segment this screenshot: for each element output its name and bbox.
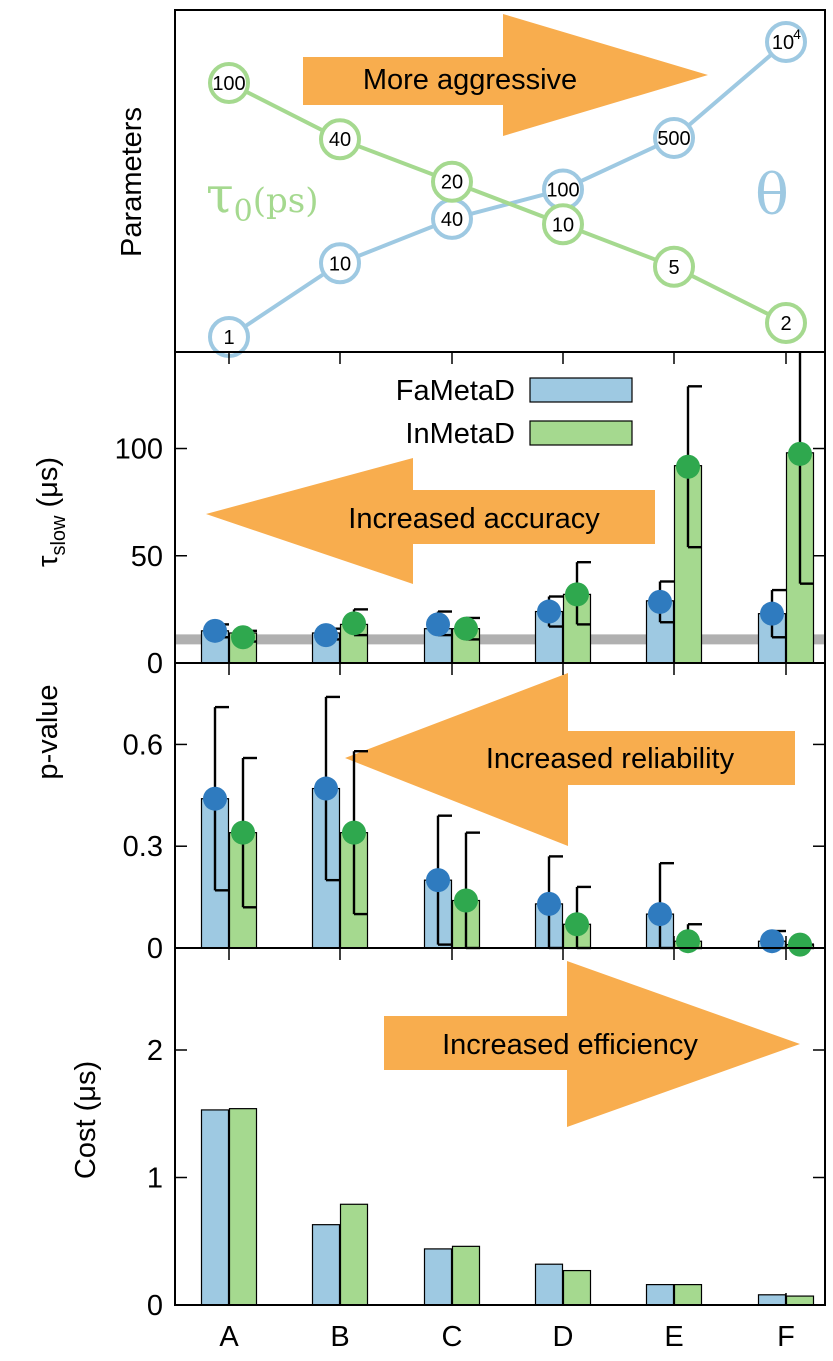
bar <box>451 1245 481 1306</box>
banner-text: More aggressive <box>363 64 577 96</box>
tau0-point-label: 40 <box>329 129 351 151</box>
tau0-series-label: τ0(ps) <box>206 166 319 229</box>
mean-point <box>426 868 450 893</box>
tau0-marker <box>431 160 473 203</box>
y-tick-label: 0 <box>147 1290 163 1322</box>
y-axis-label-unit: (μs) <box>32 457 64 508</box>
theta-marker <box>765 21 807 63</box>
legend-swatch <box>529 377 633 403</box>
mean-point <box>676 454 700 479</box>
tau0-marker <box>765 302 807 344</box>
theta-point-label: 1 <box>223 327 234 349</box>
mean-point <box>537 599 561 624</box>
bar <box>534 1263 564 1306</box>
bar <box>423 1248 453 1306</box>
y-tick-label: 1 <box>147 1163 163 1195</box>
y-axis-label: τslow (μs) <box>32 457 70 567</box>
banner-text: Increased accuracy <box>348 503 600 535</box>
banner-text: Increased efficiency <box>442 1029 698 1061</box>
y-axis-label: p-value <box>32 684 64 779</box>
mean-point <box>231 820 255 845</box>
bar <box>645 1283 675 1306</box>
increased-accuracy-arrow <box>206 458 655 584</box>
mean-point <box>537 891 561 916</box>
mean-point <box>565 582 589 607</box>
banner-text: Increased reliability <box>486 743 735 775</box>
mean-point <box>760 601 784 626</box>
bar <box>339 1203 369 1306</box>
bar <box>785 1295 815 1306</box>
y-tick-label: 2 <box>147 1035 163 1067</box>
arrow-layer: More aggressive Increased accuracy Increas… <box>206 14 800 1127</box>
y-axis-label: Parameters <box>116 107 148 257</box>
tau0-marker <box>319 118 361 161</box>
legend-label: FaMetaD <box>396 375 515 407</box>
bar <box>673 1283 703 1306</box>
bar <box>757 1294 787 1306</box>
mean-point <box>231 625 255 650</box>
more-aggressive-arrow <box>303 14 708 136</box>
tau0-point-label: 20 <box>441 172 463 194</box>
y-tick-label: 0 <box>147 933 163 965</box>
tau0-point-label: 10 <box>552 214 574 236</box>
plot-frame <box>174 9 826 1306</box>
y-tick-label: 0.6 <box>123 729 163 761</box>
x-tick-label: C <box>442 1321 463 1353</box>
mean-point <box>342 820 366 845</box>
x-tick-label: E <box>664 1321 683 1353</box>
theta-point-label: 10 <box>329 253 351 275</box>
mean-point <box>676 929 700 954</box>
theta-point-label: 10 <box>772 32 794 54</box>
y-axis-label: Cost (μs) <box>70 1061 102 1179</box>
tau0-point-label: 100 <box>212 73 245 95</box>
mean-point <box>314 776 338 801</box>
bar <box>311 1224 341 1306</box>
mean-point <box>788 932 812 957</box>
mean-point <box>314 623 338 648</box>
y-axis-label-main: τ <box>32 555 64 567</box>
tau0-marker <box>208 62 250 104</box>
tau0-marker <box>653 245 695 288</box>
mean-point <box>454 888 478 913</box>
y-tick-label: 50 <box>131 541 163 573</box>
y-tick-label: 100 <box>115 434 163 466</box>
tau0-point-label: 5 <box>668 257 679 279</box>
mean-point <box>788 441 812 466</box>
bar <box>228 1108 258 1306</box>
theta-point-label: 40 <box>441 209 463 231</box>
legend-label: InMetaD <box>405 418 515 450</box>
theta-marker <box>319 242 361 285</box>
legend-swatch <box>529 420 633 446</box>
mean-point <box>203 618 227 643</box>
mean-point <box>203 786 227 811</box>
theta-marker <box>653 116 695 159</box>
mean-point <box>648 902 672 927</box>
theta-point-label-exponent: 4 <box>793 26 801 42</box>
x-tick-label: B <box>330 1321 349 1353</box>
y-tick-label: 0.3 <box>123 831 163 863</box>
mean-point <box>565 912 589 937</box>
mean-point <box>648 589 672 614</box>
y-tick-label: 0 <box>147 648 163 680</box>
bar <box>200 1109 230 1306</box>
mean-point <box>342 611 366 636</box>
x-tick-label: D <box>553 1321 574 1353</box>
y-axis-label-sub: slow <box>48 515 70 556</box>
frame-layer: 0 50 100 0 0.3 0.6 0 1 2 A B C D E F <box>115 9 826 1353</box>
increased-efficiency-arrow <box>384 961 800 1127</box>
theta-point-label: 100 <box>546 180 579 202</box>
theta-series-label: θ <box>755 163 789 228</box>
tau0-point-label: 2 <box>780 313 791 335</box>
increased-reliability-arrow <box>345 673 795 846</box>
bar <box>562 1269 592 1306</box>
mean-point <box>426 612 450 637</box>
mean-point <box>454 616 478 641</box>
theta-point-label: 500 <box>657 128 690 150</box>
x-tick-label: A <box>219 1321 239 1353</box>
mean-point <box>760 929 784 954</box>
tau0-marker <box>542 203 584 246</box>
x-tick-label: F <box>777 1321 795 1353</box>
